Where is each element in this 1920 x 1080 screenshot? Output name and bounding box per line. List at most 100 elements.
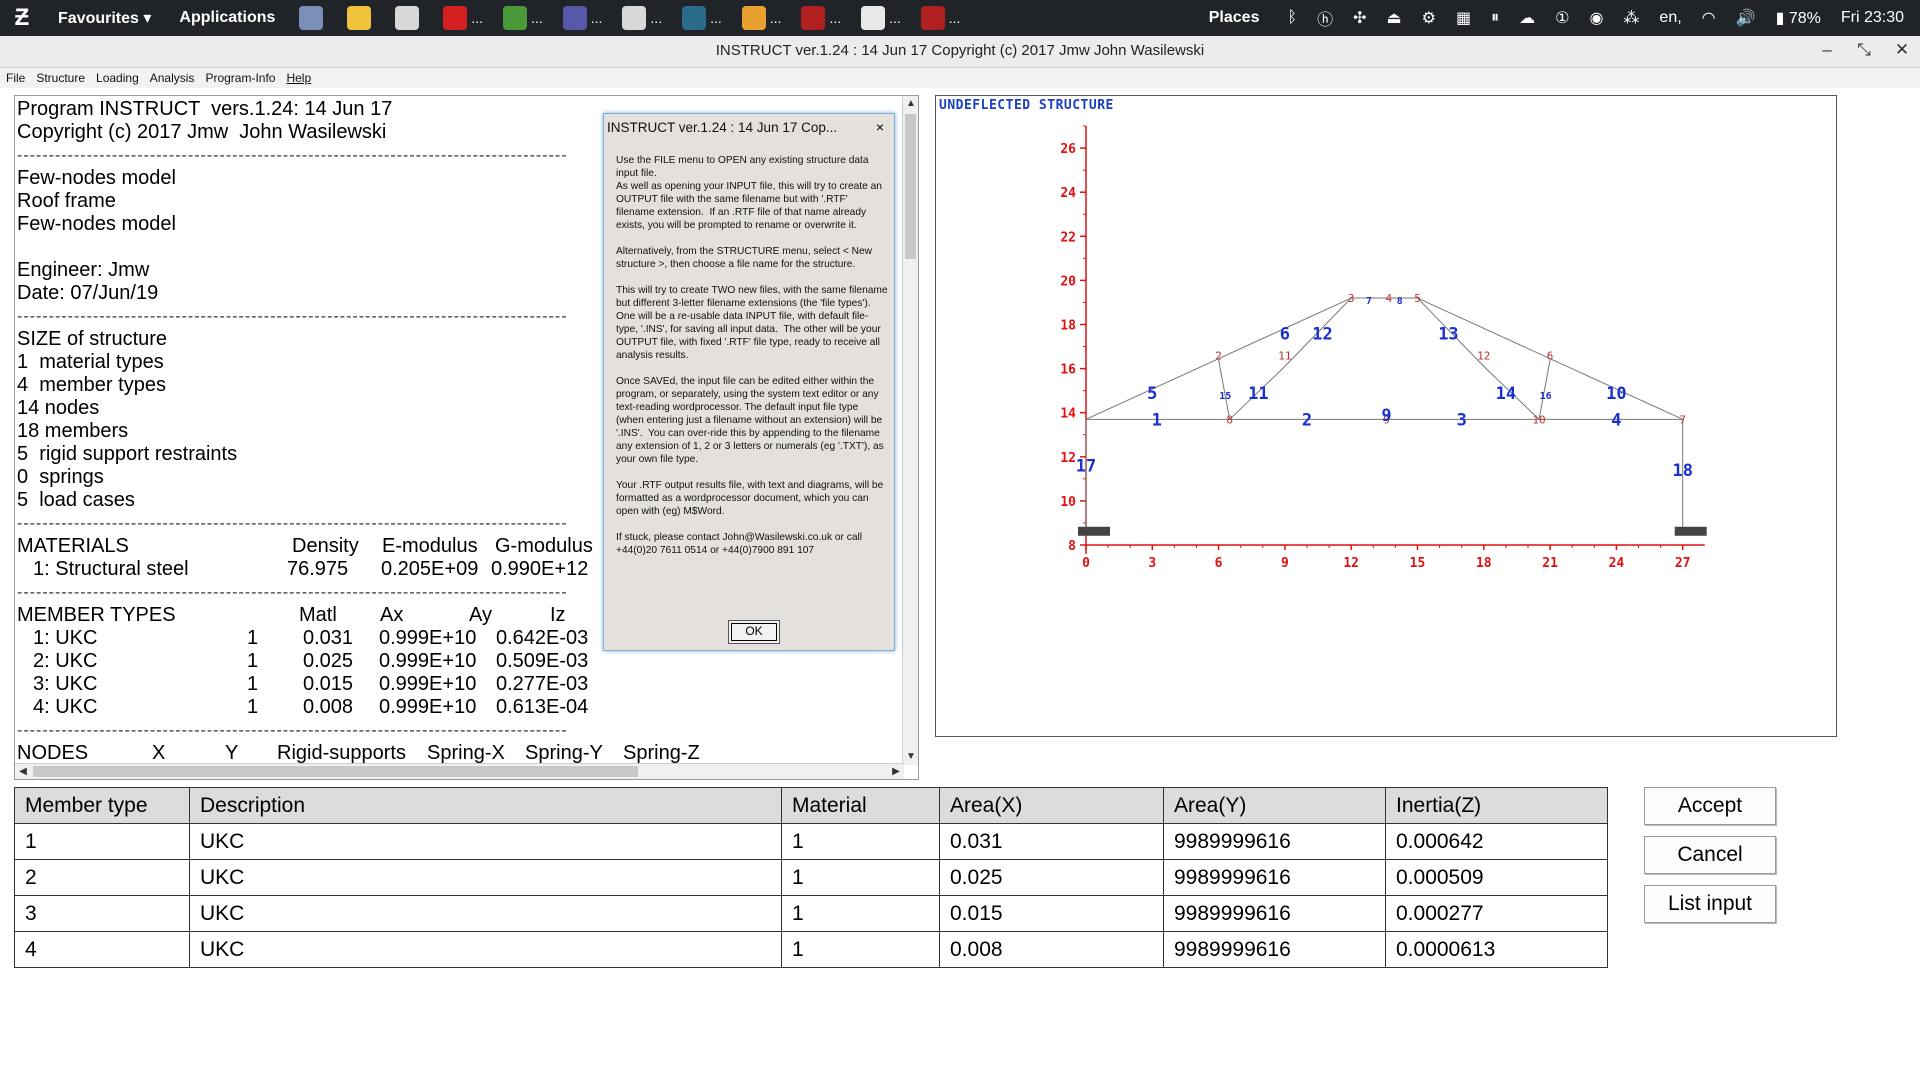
- eject-icon[interactable]: ⏏: [1386, 10, 1402, 27]
- cell-member-type[interactable]: 3: [14, 895, 190, 932]
- places-menu[interactable]: Places: [1208, 9, 1260, 26]
- scroll-thumb[interactable]: [905, 114, 916, 259]
- settings-icon[interactable]: ⚙: [1421, 10, 1436, 27]
- dialog-close-icon[interactable]: ×: [875, 119, 884, 135]
- cell-material[interactable]: 1: [781, 895, 940, 932]
- column-header-inertia-z[interactable]: Inertia(Z): [1385, 787, 1608, 824]
- zorin-logo-icon[interactable]: Ƶ: [14, 4, 30, 31]
- ok-button[interactable]: OK: [728, 620, 780, 644]
- menu-program-info[interactable]: Program-Info: [205, 71, 276, 85]
- cell-inertia-z[interactable]: 0.000642: [1385, 823, 1608, 860]
- wifi-icon[interactable]: ◠: [1701, 10, 1716, 27]
- scroll-right-arrow-icon[interactable]: ▶: [892, 766, 900, 777]
- hp-icon[interactable]: ⓗ: [1317, 12, 1334, 29]
- keyboard-layout[interactable]: en,: [1659, 9, 1682, 26]
- cloud-icon[interactable]: ☁: [1519, 10, 1536, 27]
- cell-area-x[interactable]: 0.015: [939, 895, 1164, 932]
- taskbar-item[interactable]: ...: [736, 0, 788, 36]
- clock[interactable]: Fri 23:30: [1840, 9, 1904, 26]
- taskbar-item[interactable]: ...: [855, 0, 907, 36]
- taskbar-item[interactable]: ...: [676, 0, 728, 36]
- taskbar-item[interactable]: ...: [437, 0, 489, 36]
- grid-icon[interactable]: ▦: [1455, 10, 1472, 27]
- report-line: 1 material types: [17, 351, 164, 373]
- cell-area-y[interactable]: 9989999616: [1163, 931, 1386, 968]
- member-label: 17: [1076, 457, 1096, 477]
- cell-material[interactable]: 1: [781, 859, 940, 896]
- cell-area-y[interactable]: 9989999616: [1163, 895, 1386, 932]
- y-tick-label: 14: [1060, 407, 1076, 422]
- taskbar-item[interactable]: ...: [795, 0, 847, 36]
- column-header-description[interactable]: Description: [189, 787, 782, 824]
- network-icon[interactable]: ⁂: [1623, 10, 1640, 27]
- cell-inertia-z[interactable]: 0.000509: [1385, 859, 1608, 896]
- vpn-icon[interactable]: ◉: [1589, 10, 1604, 27]
- cell-area-y[interactable]: 9989999616: [1163, 859, 1386, 896]
- list-input-button[interactable]: List input: [1644, 885, 1776, 923]
- report-cell: Spring-X: [427, 742, 505, 764]
- cell-area-x[interactable]: 0.031: [939, 823, 1164, 860]
- taskbar-item[interactable]: [341, 0, 381, 36]
- menu-analysis[interactable]: Analysis: [149, 71, 195, 85]
- taskbar-item[interactable]: ...: [616, 0, 668, 36]
- menu-structure[interactable]: Structure: [36, 71, 86, 85]
- window-titlebar[interactable]: INSTRUCT ver.1.24 : 14 Jun 17 Copyright …: [0, 36, 1920, 68]
- taskbar-item-label: ...: [710, 10, 722, 26]
- workspace-icon[interactable]: ①: [1555, 10, 1570, 27]
- column-header-material[interactable]: Material: [781, 787, 940, 824]
- minimize-button[interactable]: –: [1822, 40, 1832, 59]
- table-row[interactable]: 1 UKC 1 0.031 9989999616 0.000642: [14, 823, 1608, 860]
- close-window-button[interactable]: ✕: [1894, 40, 1910, 59]
- applications-menu[interactable]: Applications: [179, 9, 276, 26]
- cell-inertia-z[interactable]: 0.000277: [1385, 895, 1608, 932]
- battery-status[interactable]: ▮ 78%: [1776, 8, 1821, 28]
- restore-button[interactable]: ⤡: [1857, 40, 1871, 59]
- cell-member-type[interactable]: 2: [14, 859, 190, 896]
- cell-inertia-z[interactable]: 0.0000613: [1385, 931, 1608, 968]
- cell-member-type[interactable]: 1: [14, 823, 190, 860]
- cell-member-type[interactable]: 4: [14, 931, 190, 968]
- taskbar-item[interactable]: ...: [557, 0, 609, 36]
- taskbar-item[interactable]: [293, 0, 333, 36]
- taskbar-item-label: ...: [829, 10, 842, 26]
- table-row[interactable]: 2 UKC 1 0.025 9989999616 0.000509: [14, 859, 1608, 896]
- table-row[interactable]: 4 UKC 1 0.008 9989999616 0.0000613: [14, 931, 1608, 968]
- cell-material[interactable]: 1: [781, 931, 940, 968]
- cell-area-y[interactable]: 9989999616: [1163, 823, 1386, 860]
- taskbar-item[interactable]: ...: [497, 0, 549, 36]
- scroll-thumb-horizontal[interactable]: [33, 766, 638, 777]
- column-header-area-x[interactable]: Area(X): [939, 787, 1164, 824]
- cell-description[interactable]: UKC: [189, 859, 782, 896]
- report-cell: 1: Structural steel: [33, 558, 189, 580]
- report-text: Program INSTRUCT vers.1.24: 14 Jun 17 Cop…: [17, 98, 897, 765]
- column-header-area-y[interactable]: Area(Y): [1163, 787, 1386, 824]
- scroll-up-arrow-icon[interactable]: ▲: [906, 98, 916, 109]
- menu-file[interactable]: File: [6, 71, 26, 85]
- cell-description[interactable]: UKC: [189, 931, 782, 968]
- vertical-scrollbar[interactable]: ▲ ▼: [902, 96, 918, 765]
- report-cell: NODES: [17, 742, 89, 764]
- media-icon[interactable]: ⏸: [1491, 9, 1500, 26]
- report-cell: 1: [247, 696, 259, 718]
- cell-material[interactable]: 1: [781, 823, 940, 860]
- cell-description[interactable]: UKC: [189, 895, 782, 932]
- taskbar-item[interactable]: [389, 0, 429, 36]
- cell-area-x[interactable]: 0.025: [939, 859, 1164, 896]
- accept-button[interactable]: Accept: [1644, 787, 1776, 825]
- scroll-left-arrow-icon[interactable]: ◀: [19, 766, 27, 777]
- cell-area-x[interactable]: 0.008: [939, 931, 1164, 968]
- table-row[interactable]: 3 UKC 1 0.015 9989999616 0.000277: [14, 895, 1608, 932]
- volume-icon[interactable]: 🔊: [1735, 10, 1756, 27]
- member-label: 8: [1397, 296, 1403, 307]
- cancel-button[interactable]: Cancel: [1644, 836, 1776, 874]
- cell-description[interactable]: UKC: [189, 823, 782, 860]
- favourites-menu[interactable]: Favourites ▾: [58, 10, 152, 27]
- menu-help[interactable]: Help: [286, 71, 312, 85]
- bluetooth-icon[interactable]: ᛒ: [1287, 9, 1298, 26]
- horizontal-scrollbar[interactable]: ◀ ▶: [15, 763, 904, 779]
- puzzle-icon[interactable]: ✣: [1353, 10, 1367, 27]
- menu-loading[interactable]: Loading: [96, 71, 139, 85]
- scroll-down-arrow-icon[interactable]: ▼: [906, 751, 916, 762]
- column-header-member-type[interactable]: Member type: [14, 787, 190, 824]
- taskbar-item[interactable]: ...: [915, 0, 967, 36]
